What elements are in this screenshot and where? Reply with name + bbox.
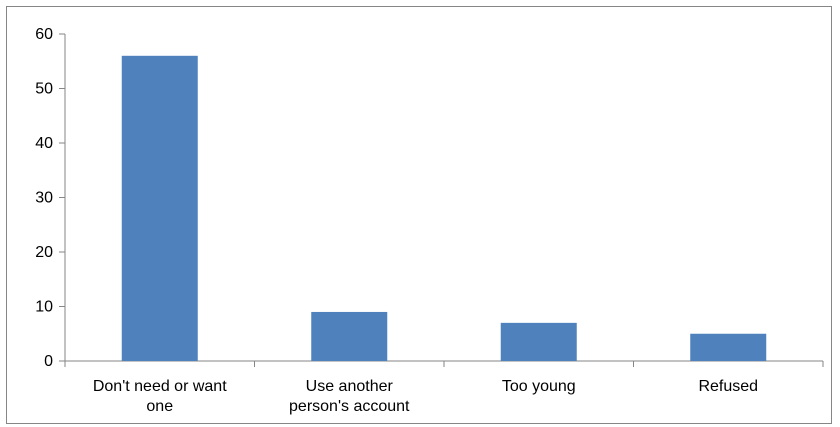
bar [121, 55, 198, 362]
x-category-label: person's account [289, 398, 410, 415]
x-category-label: Refused [698, 378, 758, 395]
bars [121, 55, 767, 362]
bar [690, 333, 767, 361]
y-tick-label: 0 [44, 353, 53, 370]
bar [500, 322, 577, 361]
y-tick-label: 30 [35, 190, 53, 207]
bar [311, 311, 388, 361]
y-tick-labels: 0 10 20 30 40 50 60 [35, 26, 53, 370]
y-tick-label: 40 [35, 135, 53, 152]
y-tick-label: 50 [35, 81, 53, 98]
x-category-labels: Don't need or want one Use another person's… [93, 378, 758, 415]
x-category-label: Don't need or want [93, 378, 227, 395]
y-tick-label: 10 [35, 299, 53, 316]
x-category-label: one [146, 398, 173, 415]
y-tick-label: 20 [35, 244, 53, 261]
y-tick-label: 60 [35, 26, 53, 43]
x-category-label: Too young [502, 378, 576, 395]
x-category-label: Use another [306, 378, 394, 395]
